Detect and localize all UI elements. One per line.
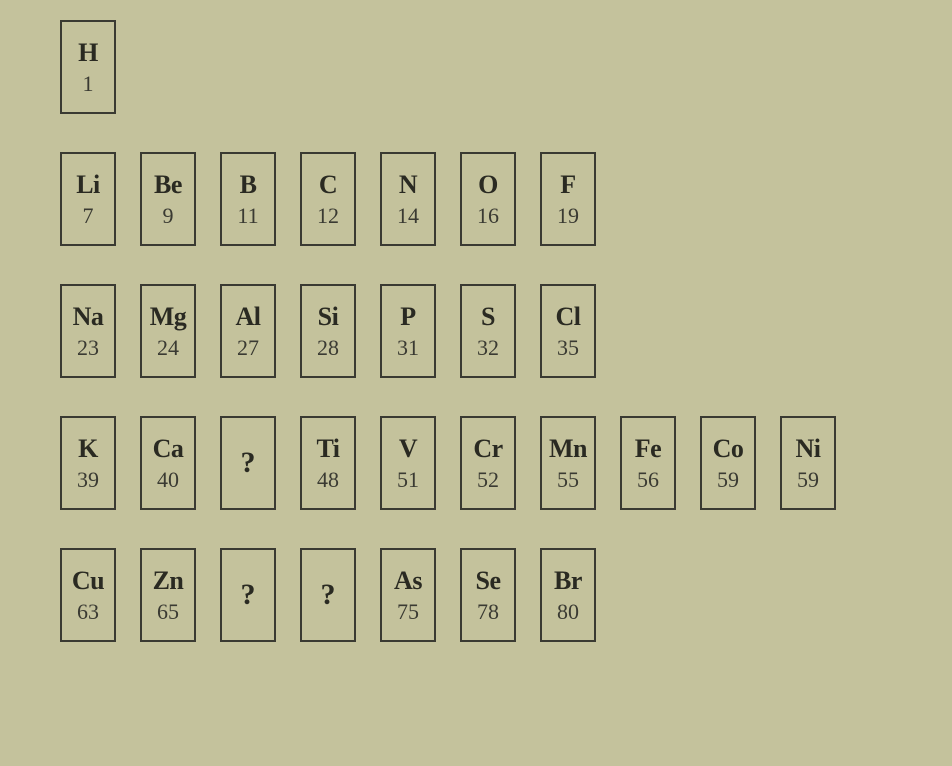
element-symbol: Cr: [473, 435, 502, 464]
element-symbol: Li: [76, 171, 100, 200]
element-symbol: Co: [713, 435, 744, 464]
element-mass: 56: [637, 469, 659, 491]
element-mass: 59: [797, 469, 819, 491]
element-mass: 24: [157, 337, 179, 359]
element-cell: Be 9: [140, 152, 196, 246]
element-cell: Fe 56: [620, 416, 676, 510]
element-mass: 51: [397, 469, 419, 491]
element-cell: N 14: [380, 152, 436, 246]
element-row: Li 7 Be 9 B 11 C 12 N 14 O 16 F 19: [60, 152, 952, 246]
element-cell: Br 80: [540, 548, 596, 642]
element-mass: 16: [477, 205, 499, 227]
element-symbol: N: [399, 171, 417, 200]
element-symbol: O: [478, 171, 498, 200]
element-cell: Ca 40: [140, 416, 196, 510]
element-cell: O 16: [460, 152, 516, 246]
element-cell: As 75: [380, 548, 436, 642]
element-symbol: Mn: [549, 435, 587, 464]
element-cell: Mg 24: [140, 284, 196, 378]
element-mass: 9: [163, 205, 174, 227]
element-symbol: C: [319, 171, 337, 200]
element-symbol: Ca: [153, 435, 184, 464]
element-cell: Cr 52: [460, 416, 516, 510]
periodic-table-fragment: H1Li7Be9B11C12N14O16F19Na23Mg24Al27Si28P…: [60, 20, 952, 642]
element-mass: 78: [477, 601, 499, 623]
element-mass: 35: [557, 337, 579, 359]
element-mass: 28: [317, 337, 339, 359]
element-mass: 7: [83, 205, 94, 227]
element-symbol: Al: [236, 303, 261, 332]
element-symbol: Mg: [150, 303, 187, 332]
element-row: Na 23 Mg 24 Al 27 Si 28 P 31 S 32 Cl 35: [60, 284, 952, 378]
element-symbol: S: [481, 303, 495, 332]
element-mass: 65: [157, 601, 179, 623]
element-row: Cu 63 Zn 65?? As 75 Se 78 Br 80: [60, 548, 952, 642]
element-mass: 1: [83, 73, 94, 95]
element-mass: 40: [157, 469, 179, 491]
element-mass: 80: [557, 601, 579, 623]
element-symbol: K: [78, 435, 98, 464]
element-symbol: Na: [73, 303, 104, 332]
element-mass: 39: [77, 469, 99, 491]
element-symbol: B: [240, 171, 257, 200]
element-symbol: As: [394, 567, 422, 596]
element-symbol: P: [400, 303, 415, 332]
element-cell: P 31: [380, 284, 436, 378]
element-mass: 23: [77, 337, 99, 359]
element-mass: 11: [237, 205, 258, 227]
element-mass: 59: [717, 469, 739, 491]
element-cell: Si 28: [300, 284, 356, 378]
element-mass: 12: [317, 205, 339, 227]
element-symbol: H: [78, 39, 98, 68]
element-symbol: Si: [318, 303, 339, 332]
element-symbol: Cu: [72, 567, 104, 596]
element-symbol: Ti: [316, 435, 339, 464]
element-symbol: Zn: [153, 567, 184, 596]
unknown-element-mark: ?: [241, 578, 256, 612]
element-symbol: Br: [554, 567, 582, 596]
element-cell: B 11: [220, 152, 276, 246]
element-cell: Ti 48: [300, 416, 356, 510]
unknown-element-mark: ?: [321, 578, 336, 612]
element-cell: F 19: [540, 152, 596, 246]
element-row: H1: [60, 20, 952, 114]
element-cell: Se 78: [460, 548, 516, 642]
element-row: K 39 Ca 40? Ti 48 V 51 Cr 52 Mn 55 Fe 56 Co 59 Ni 59: [60, 416, 952, 510]
element-cell: Li 7: [60, 152, 116, 246]
element-mass: 52: [477, 469, 499, 491]
element-cell: Cu 63: [60, 548, 116, 642]
element-symbol: Be: [154, 171, 182, 200]
element-mass: 32: [477, 337, 499, 359]
element-symbol: Ni: [796, 435, 821, 464]
element-cell: Ni 59: [780, 416, 836, 510]
element-symbol: Fe: [635, 435, 661, 464]
element-symbol: V: [399, 435, 417, 464]
element-mass: 14: [397, 205, 419, 227]
element-symbol: Se: [476, 567, 501, 596]
element-cell: Zn 65: [140, 548, 196, 642]
element-cell: ?: [300, 548, 356, 642]
element-cell: H1: [60, 20, 116, 114]
element-cell: K 39: [60, 416, 116, 510]
element-symbol: F: [560, 171, 575, 200]
element-cell: C 12: [300, 152, 356, 246]
element-cell: Co 59: [700, 416, 756, 510]
element-mass: 27: [237, 337, 259, 359]
element-mass: 63: [77, 601, 99, 623]
element-mass: 75: [397, 601, 419, 623]
unknown-element-mark: ?: [241, 446, 256, 480]
element-mass: 31: [397, 337, 419, 359]
element-cell: V 51: [380, 416, 436, 510]
element-cell: Al 27: [220, 284, 276, 378]
element-mass: 19: [557, 205, 579, 227]
element-cell: ?: [220, 548, 276, 642]
element-cell: S 32: [460, 284, 516, 378]
element-cell: ?: [220, 416, 276, 510]
element-cell: Cl 35: [540, 284, 596, 378]
element-mass: 55: [557, 469, 579, 491]
element-cell: Mn 55: [540, 416, 596, 510]
element-cell: Na 23: [60, 284, 116, 378]
element-mass: 48: [317, 469, 339, 491]
element-symbol: Cl: [556, 303, 581, 332]
